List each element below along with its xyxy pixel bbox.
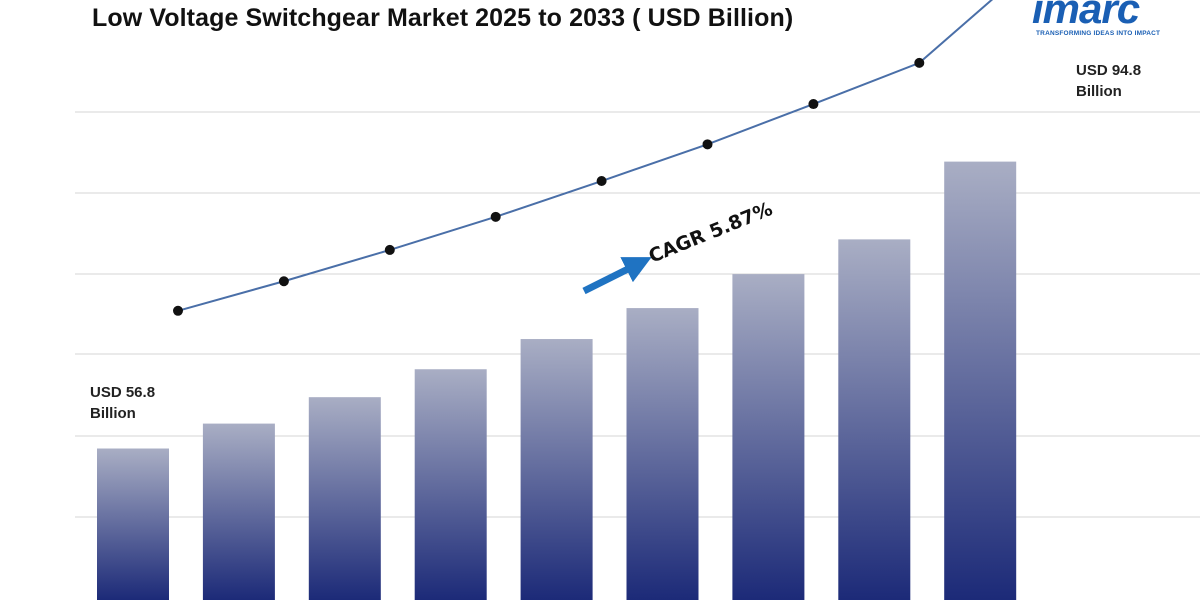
bars bbox=[97, 161, 1017, 600]
cagr-label: CAGR 5.87% bbox=[646, 198, 776, 268]
trend-marker-2029 bbox=[596, 176, 607, 187]
bar-2032 bbox=[838, 239, 911, 600]
end-value-label: USD 94.8 bbox=[1076, 62, 1141, 79]
trend-marker-2032 bbox=[914, 57, 925, 68]
trend-marker-2026 bbox=[278, 276, 289, 287]
cagr-arrow bbox=[582, 257, 652, 295]
trend-marker-2027 bbox=[384, 244, 395, 255]
bar-2027 bbox=[308, 397, 381, 600]
trend-marker-2028 bbox=[490, 211, 501, 222]
trend-line-group bbox=[173, 0, 994, 316]
trend-marker-2031 bbox=[808, 99, 819, 110]
imarc-logo: imarc TRANSFORMING IDEAS INTO IMPACT bbox=[1032, 0, 1178, 40]
end-unit-label: Billion bbox=[1076, 83, 1122, 100]
trend-marker-2025 bbox=[173, 305, 183, 316]
bar-2031 bbox=[732, 274, 805, 600]
start-unit-label: Billion bbox=[90, 405, 136, 422]
bar-2028 bbox=[414, 369, 487, 600]
logo-tagline: TRANSFORMING IDEAS INTO IMPACT bbox=[1036, 30, 1161, 37]
bar-2030 bbox=[626, 308, 699, 600]
start-value-label: USD 56.8 bbox=[90, 384, 155, 401]
bar-2025 bbox=[97, 448, 169, 600]
bar-2029 bbox=[520, 339, 593, 600]
bar-2033 bbox=[944, 161, 1017, 600]
bar-2026 bbox=[202, 423, 275, 600]
chart-title: Low Voltage Switchgear Market 2025 to 20… bbox=[92, 4, 794, 32]
trend-marker-2030 bbox=[702, 139, 713, 150]
logo-wordmark: imarc bbox=[1032, 0, 1140, 32]
